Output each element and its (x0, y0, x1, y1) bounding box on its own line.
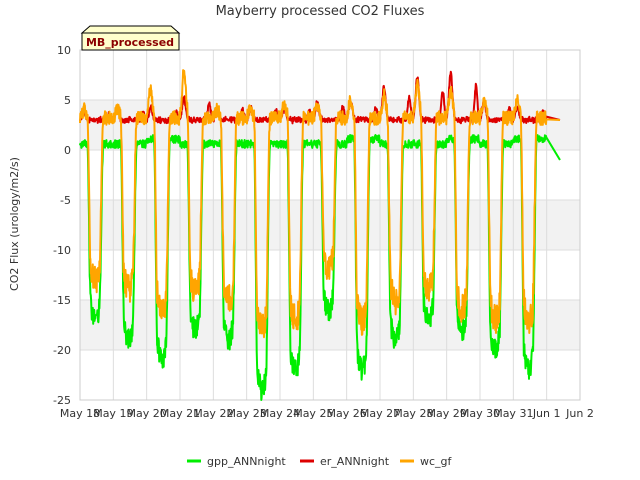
x-tick-label: May 18 (60, 407, 100, 420)
y-axis-ticks: 10 5 0 -5 -10 -15 -20 -25 (53, 44, 71, 407)
plot-band (80, 200, 580, 250)
y-tick-label: -10 (53, 244, 71, 257)
x-tick-label: May 28 (393, 407, 433, 420)
dataset-tag: MB_processed (80, 25, 181, 51)
legend-label: er_ANNnight (320, 455, 390, 468)
plot-band (80, 50, 580, 100)
chart-title: Mayberry processed CO2 Fluxes (216, 4, 425, 19)
legend: gpp_ANNnight er_ANNnight wc_gf (187, 455, 453, 468)
plot-frame (79, 49, 581, 401)
x-tick-label: May 22 (193, 407, 233, 420)
legend-label: wc_gf (420, 455, 453, 468)
x-tick-label: May 23 (227, 407, 267, 420)
plot-band (80, 350, 580, 400)
y-tick-label: 10 (57, 44, 71, 57)
y-tick-label: -15 (53, 294, 71, 307)
x-tick-label: May 30 (460, 407, 500, 420)
dataset-tag-tab (80, 25, 181, 34)
y-tick-label: 5 (64, 94, 71, 107)
y-tick-label: -25 (53, 394, 71, 407)
y-tick-label: -5 (60, 194, 71, 207)
dataset-tag-label: MB_processed (86, 36, 174, 49)
x-tick-label: May 20 (127, 407, 167, 420)
x-tick-label: May 31 (493, 407, 533, 420)
x-tick-label: May 24 (260, 407, 300, 420)
x-tick-label: May 25 (293, 407, 333, 420)
plot-band (80, 150, 580, 200)
x-tick-label: Jun 2 (565, 407, 594, 420)
y-tick-label: 0 (64, 144, 71, 157)
plot-band (80, 100, 580, 150)
legend-label: gpp_ANNnight (207, 455, 286, 468)
series-line-wc-gf (79, 69, 561, 339)
x-tick-label: May 26 (327, 407, 367, 420)
x-tick-label: May 19 (93, 407, 133, 420)
x-tick-label: May 27 (360, 407, 400, 420)
series-layer (79, 69, 561, 401)
y-axis-label: CO2 Flux (urology/m2/s) (8, 157, 21, 291)
y-tick-label: -20 (53, 344, 71, 357)
x-tick-label: Jun 1 (532, 407, 561, 420)
x-tick-label: May 21 (160, 407, 200, 420)
x-tick-label: May 29 (427, 407, 467, 420)
